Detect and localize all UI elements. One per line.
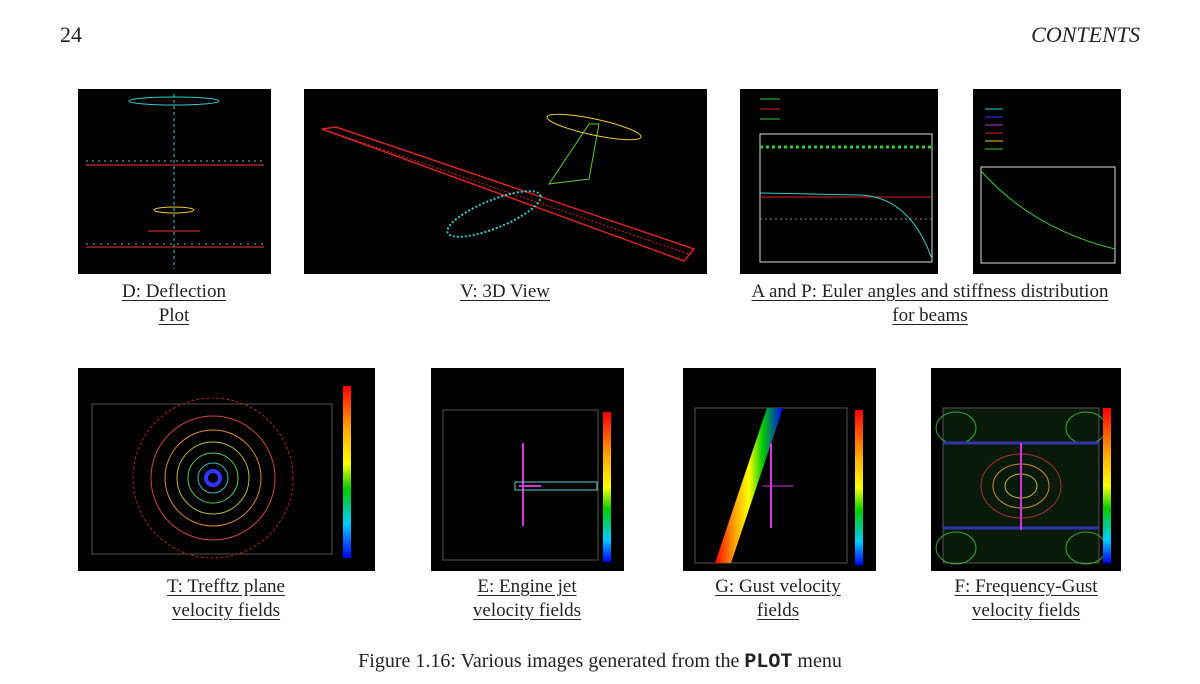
trefftz-image [78,368,375,571]
caption-line: velocity fields [171,600,281,621]
figure-caption: Figure 1.16: Various images generated fr… [358,650,842,674]
caption-line: velocity fields [971,600,1081,621]
caption-line: for beams [892,305,968,326]
stiffness-image [973,89,1121,274]
caption-line: E: Engine jet [477,576,577,597]
caption-line: T: Trefftz plane [167,576,285,597]
gust-image [683,368,876,571]
caption-line: A and P: Euler angles and stiffness dist… [751,281,1109,302]
figure-text: menu [797,650,842,672]
caption-line: velocity fields [472,600,582,621]
deflection-image [78,89,271,274]
caption-line: D: Deflection [122,281,226,302]
caption-line: G: Gust velocity [715,576,841,597]
caption-line: V: 3D View [460,281,550,302]
caption-line: F: Frequency-Gust [954,576,1098,597]
figure-label: Figure 1.16: [358,650,456,672]
running-title: CONTENTS [1031,22,1140,47]
3d-view-image [304,89,707,274]
page-number: 24 [60,22,82,47]
engine-jet-image [431,368,624,571]
frequency-gust-image [931,368,1121,571]
euler-angles-image [740,89,938,274]
caption-line: fields [756,600,800,621]
caption-line: Plot [158,305,190,326]
figure-keyword: PLOT [744,651,793,674]
figure-text: Various images generated from the [460,650,740,672]
